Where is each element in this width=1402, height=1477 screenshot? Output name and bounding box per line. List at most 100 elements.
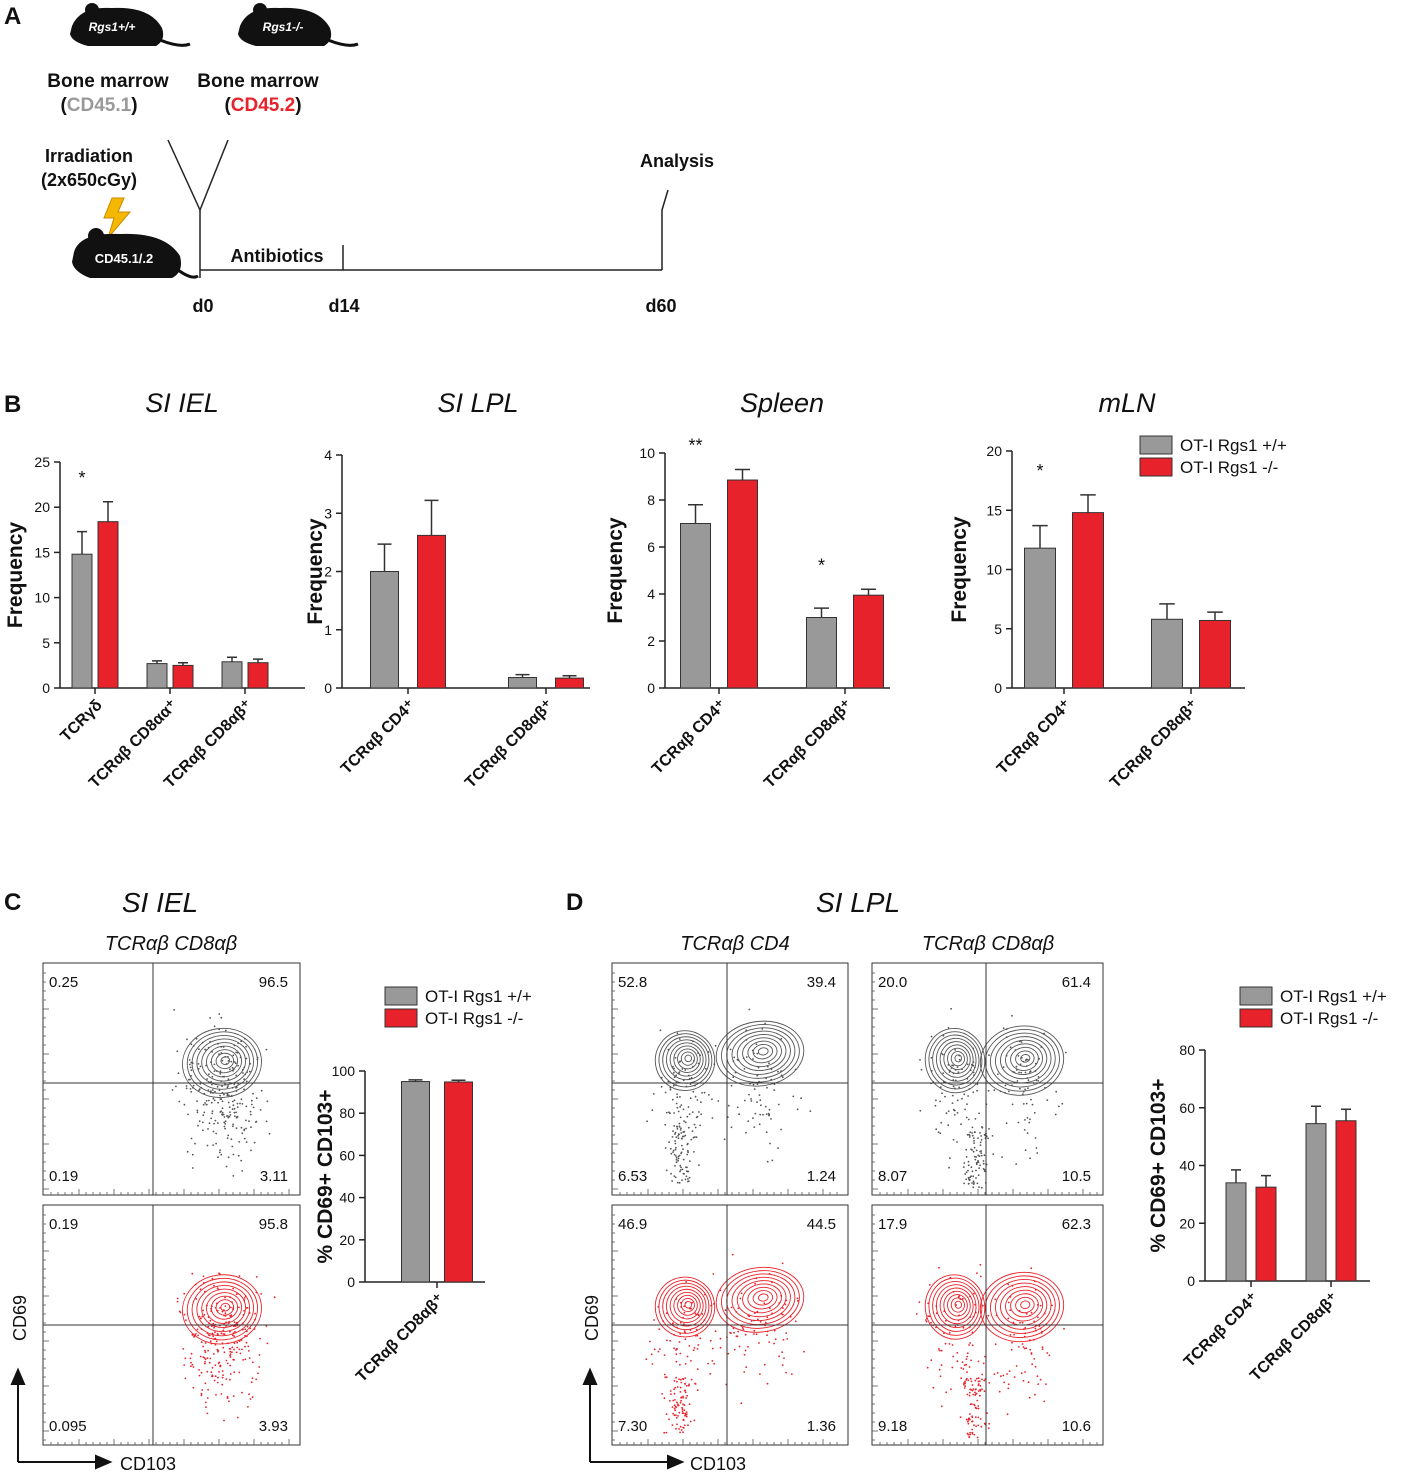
event-dot: [977, 1161, 980, 1164]
quadrant-value: 52.8: [618, 974, 647, 991]
event-dot: [963, 1162, 966, 1164]
event-dot: [223, 1116, 226, 1118]
event-dot: [232, 1287, 235, 1290]
event-dot: [694, 1126, 697, 1129]
event-dot: [975, 1177, 977, 1179]
event-dot: [970, 1380, 973, 1383]
event-dot: [209, 1357, 212, 1360]
event-dot: [707, 1362, 709, 1365]
y-tick-label: 20: [1179, 1215, 1195, 1231]
event-dot: [699, 1337, 702, 1340]
event-dot: [659, 1029, 662, 1032]
bar: [1255, 1186, 1277, 1282]
event-dot: [1007, 1383, 1010, 1386]
event-dot: [650, 1353, 653, 1356]
y-tick-label: 20: [986, 443, 1002, 459]
day-label: d0: [192, 296, 213, 316]
event-dot: [979, 1263, 982, 1266]
event-dot: [232, 1358, 235, 1361]
event-dot: [198, 1374, 201, 1377]
event-dot: [679, 1106, 681, 1108]
contour: [677, 1048, 698, 1070]
plot-frame: [42, 962, 301, 1196]
chart-title: Spleen: [740, 388, 824, 418]
event-dot: [935, 1128, 938, 1131]
event-dot: [664, 1123, 667, 1126]
event-dot: [676, 1096, 679, 1099]
y-tick-label: 6: [647, 539, 655, 555]
event-dot: [763, 1302, 766, 1305]
event-dot: [1055, 1090, 1058, 1093]
event-dot: [242, 1359, 245, 1361]
event-dot: [1002, 1374, 1005, 1377]
event-dot: [210, 1083, 213, 1086]
event-dot: [234, 1330, 236, 1333]
event-dot: [210, 1117, 213, 1120]
flow-plot: 20.0 61.4 8.07 10.5: [871, 962, 1104, 1196]
event-dot: [966, 1355, 969, 1358]
event-dot: [698, 1111, 700, 1113]
event-dot: [753, 1333, 755, 1335]
event-dot: [176, 1050, 179, 1053]
event-dot: [1007, 1387, 1010, 1390]
event-dot: [207, 1128, 209, 1130]
event-dot: [797, 1299, 799, 1302]
event-dot: [1013, 1376, 1016, 1378]
event-dot: [198, 1369, 201, 1371]
quadrant-value: 95.8: [259, 1216, 288, 1233]
event-dot: [692, 1349, 695, 1351]
event-dot: [735, 1335, 738, 1338]
contour: [680, 1051, 695, 1066]
event-dot: [991, 1135, 994, 1137]
marker-label: (CD45.2): [224, 95, 301, 116]
event-dot: [197, 1063, 200, 1065]
event-dot: [676, 1126, 678, 1128]
event-dot: [186, 1038, 188, 1041]
event-dot: [234, 1062, 237, 1065]
event-dot: [243, 1128, 246, 1131]
event-dot: [684, 1377, 687, 1379]
y-tick-label: 20: [34, 499, 50, 515]
contour: [669, 1042, 704, 1077]
significance: *: [1036, 461, 1043, 481]
event-dot: [1030, 1098, 1032, 1101]
event-dot: [981, 1126, 983, 1128]
contour: [989, 1279, 1056, 1334]
event-dot: [696, 1348, 699, 1350]
event-dot: [752, 1117, 754, 1119]
event-dot: [1054, 1113, 1057, 1116]
event-dot: [677, 1135, 679, 1137]
quadrant-value: 6.53: [618, 1168, 647, 1185]
event-dot: [971, 1420, 973, 1423]
event-dot: [675, 1427, 677, 1430]
event-dot: [673, 1392, 676, 1395]
event-dot: [219, 1070, 222, 1073]
event-dot: [686, 1153, 689, 1156]
event-dot: [967, 1095, 969, 1097]
contour: [182, 1027, 262, 1098]
event-dot: [961, 1097, 963, 1100]
event-dot: [1026, 1117, 1029, 1119]
event-dot: [673, 1112, 675, 1114]
event-dot: [668, 1418, 670, 1421]
y-axis-label: % CD69+ CD103+: [314, 1090, 337, 1264]
quadrant-value: 0.19: [49, 1168, 78, 1185]
event-dot: [247, 1406, 249, 1408]
event-dot: [966, 1352, 969, 1355]
event-dot: [972, 1175, 975, 1178]
event-dot: [220, 1393, 223, 1395]
event-dot: [1028, 1396, 1031, 1399]
event-dot: [236, 1341, 239, 1344]
event-dot: [925, 1319, 927, 1321]
event-dot: [968, 1366, 971, 1368]
event-dot: [265, 1120, 268, 1123]
event-dot: [977, 1160, 979, 1162]
event-dot: [209, 1340, 212, 1343]
quadrant-value: 44.5: [807, 1216, 836, 1233]
event-dot: [971, 1432, 974, 1435]
contour: [932, 1280, 980, 1332]
event-dot: [673, 1175, 676, 1177]
event-dot: [243, 1078, 246, 1081]
error-bar: [814, 607, 829, 618]
event-dot: [971, 1132, 973, 1134]
